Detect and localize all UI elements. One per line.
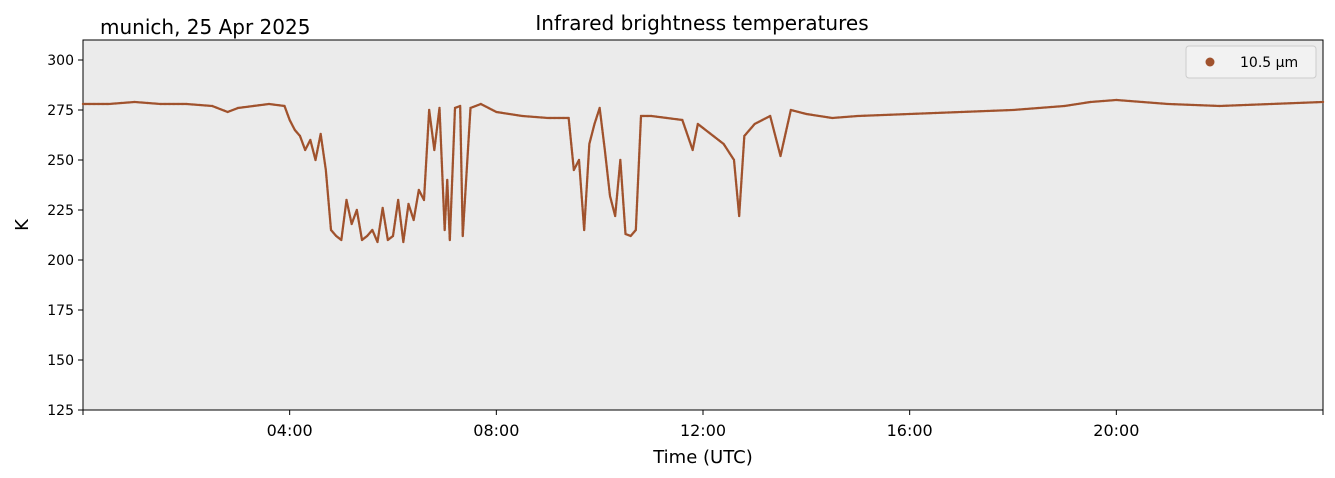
y-tick-label: 300 [47, 53, 74, 69]
legend: 10.5 µm [1185, 45, 1317, 79]
legend-box [1185, 45, 1317, 79]
y-tick-label: 250 [47, 153, 74, 169]
legend-marker [1205, 57, 1215, 67]
series-0 [81, 98, 1325, 244]
y-tick-label: 175 [47, 303, 74, 319]
y-tick-label: 200 [47, 253, 74, 269]
y-axis-label: K [12, 218, 33, 231]
x-tick-label: 20:00 [1093, 421, 1139, 440]
x-tick-label: 12:00 [680, 421, 726, 440]
data-point [1321, 100, 1325, 104]
y-tick-label: 125 [47, 403, 74, 419]
x-axis-label: Time (UTC) [652, 447, 753, 468]
x-tick-label: 08:00 [473, 421, 519, 440]
series-layer [81, 98, 1325, 244]
y-tick-label: 225 [47, 203, 74, 219]
y-axis: 125 150 175 200 225 250 275 300 [47, 53, 83, 419]
plot-area [82, 39, 1324, 411]
legend-label: 10.5 µm [1240, 55, 1298, 71]
x-axis: 04:00 08:00 12:00 16:00 20:00 [82, 410, 1324, 440]
x-tick-label: 04:00 [267, 421, 313, 440]
x-tick-label: 16:00 [887, 421, 933, 440]
y-tick-label: 150 [47, 353, 74, 369]
y-tick-label: 275 [47, 103, 74, 119]
chart-title: Infrared brightness temperatures [535, 11, 868, 35]
chart-subtitle: munich, 25 Apr 2025 [100, 15, 310, 39]
